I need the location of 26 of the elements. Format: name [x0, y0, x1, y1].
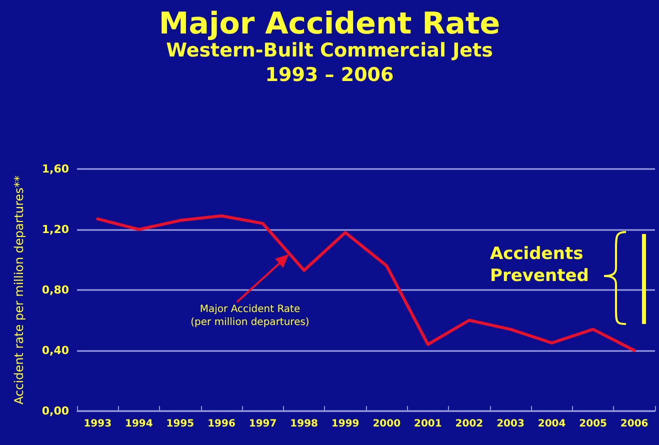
x-tick-label: 2001: [414, 418, 442, 430]
x-tick-label: 2003: [496, 418, 524, 430]
x-tick-label: 2000: [372, 418, 401, 430]
y-tick-label: 1,20: [42, 223, 70, 236]
chart-subtitle: Western-Built Commercial Jets: [166, 40, 493, 62]
x-tick-label: 2004: [538, 418, 566, 430]
x-tick-label: 1997: [248, 418, 277, 430]
x-tick-label: 1996: [208, 418, 236, 430]
annotation: Accidents Prevented: [490, 243, 589, 287]
x-tick-label: 2006: [620, 418, 648, 430]
x-tick-label: 1999: [331, 418, 360, 430]
text: 1993 – 2006: [264, 64, 395, 86]
y-tick-label: 1,60: [42, 162, 70, 176]
x-tick-label: 1998: [290, 418, 318, 430]
x-tick-label: 2005: [579, 418, 608, 430]
x-tick-label: 1995: [166, 418, 194, 430]
y-axis-title: Accident rate per million departures**: [12, 176, 26, 404]
x-tick-label: 2002: [455, 418, 484, 430]
y-tick-label: 0,80: [42, 284, 70, 296]
y-tick-label: 0,00: [42, 404, 70, 418]
annotation: Major Accident Rate (per million departures): [190, 303, 310, 329]
line-series: [96, 214, 636, 352]
y-tick-label: 0,40: [42, 344, 70, 357]
chart-title: Major Accident Rate: [158, 6, 500, 42]
x-tick-label: 1994: [125, 418, 153, 430]
x-tick-label: 1993: [84, 418, 112, 430]
